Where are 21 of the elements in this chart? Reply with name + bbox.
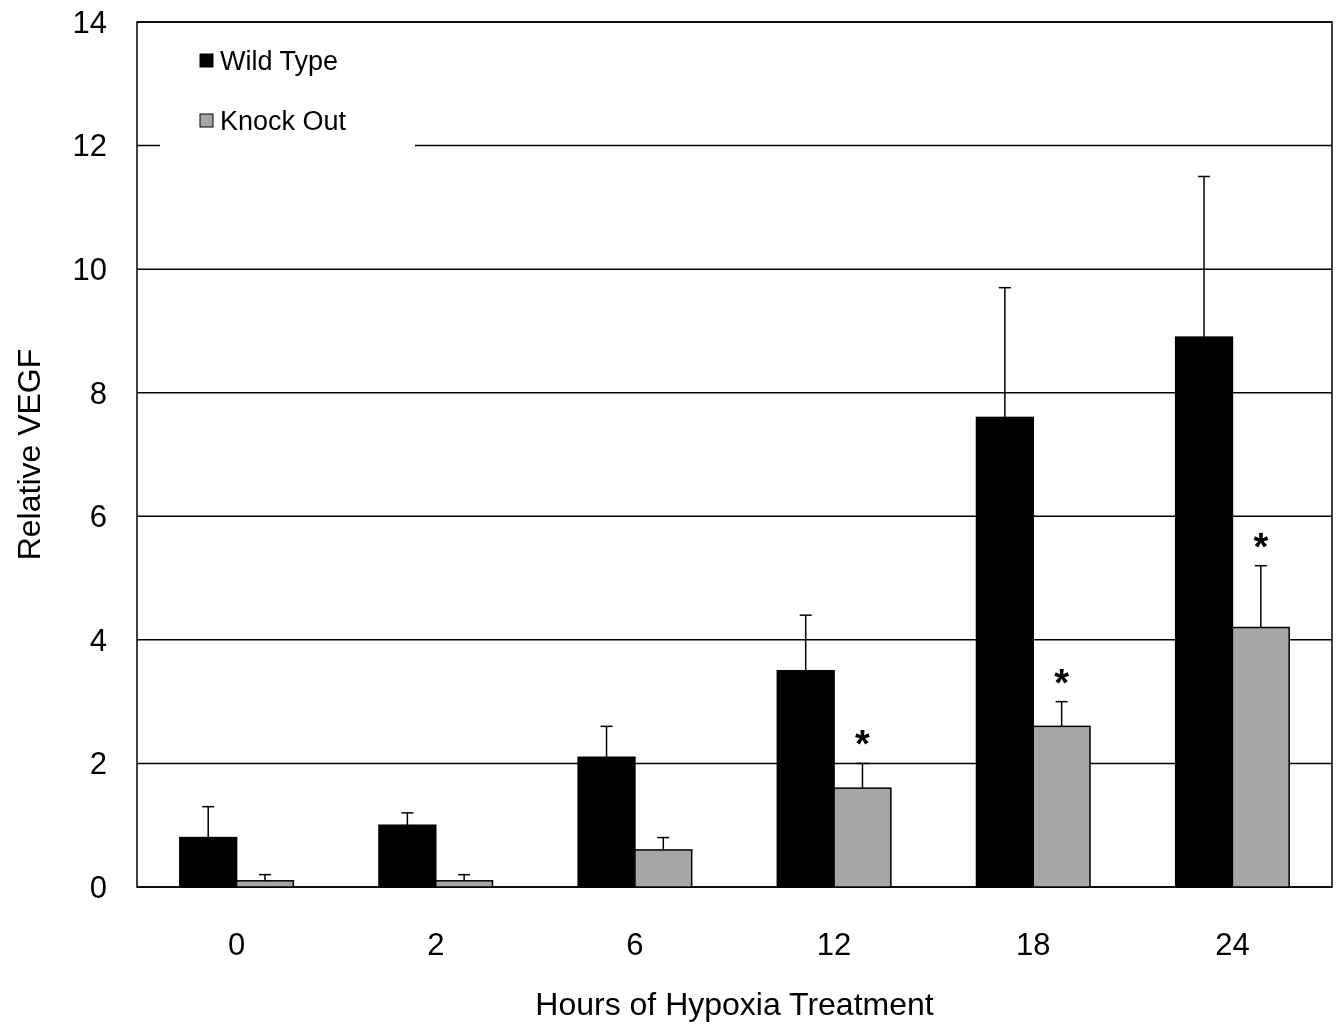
annotation: * bbox=[1054, 661, 1070, 704]
x-axis-title: Hours of Hypoxia Treatment bbox=[535, 986, 934, 1022]
x-tick-label: 6 bbox=[626, 927, 644, 962]
y-tick-label: 2 bbox=[89, 746, 107, 782]
legend-label: Knock Out bbox=[220, 106, 347, 137]
y-tick-label: 4 bbox=[89, 622, 107, 658]
annotation: * bbox=[855, 723, 871, 766]
y-axis-title: Relative VEGF bbox=[11, 348, 47, 561]
y-tick-label: 8 bbox=[89, 375, 107, 411]
x-tick-label: 24 bbox=[1215, 927, 1250, 962]
y-tick-label: 12 bbox=[72, 128, 107, 164]
legend-label: Wild Type bbox=[220, 46, 339, 77]
y-tick-label: 14 bbox=[72, 4, 107, 40]
y-tick-label: 0 bbox=[89, 869, 107, 905]
annotation: * bbox=[1253, 525, 1269, 568]
x-tick-label: 0 bbox=[227, 927, 246, 962]
x-tick-label: 2 bbox=[427, 927, 445, 962]
y-tick-label: 10 bbox=[72, 251, 107, 287]
x-tick-label: 18 bbox=[1016, 927, 1051, 962]
y-tick-label: 6 bbox=[89, 499, 107, 535]
x-tick-label: 12 bbox=[816, 927, 852, 962]
